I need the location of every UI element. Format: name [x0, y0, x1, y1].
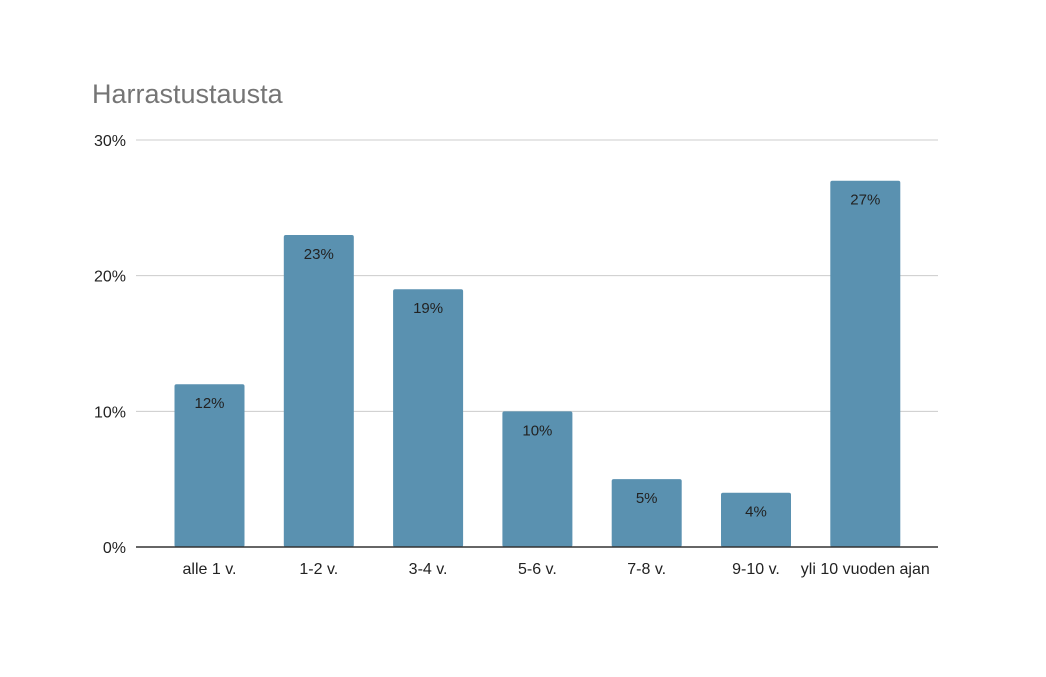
- data-label: 4%: [745, 504, 767, 521]
- chart-title: Harrastustausta: [92, 79, 284, 109]
- data-label: 5%: [636, 490, 658, 507]
- bar: [830, 180, 901, 547]
- bar: [611, 479, 682, 547]
- data-labels: 12% 23% 19% 10% 5% 4% 27%: [194, 192, 880, 521]
- y-tick-label: 30%: [94, 133, 126, 150]
- x-tick-label: yli 10 vuoden ajan: [801, 561, 930, 578]
- data-label: 19%: [413, 300, 443, 317]
- x-tick-label: 1-2 v.: [299, 561, 338, 578]
- x-tick-label: 5-6 v.: [518, 561, 557, 578]
- x-tick-label: 7-8 v.: [627, 561, 666, 578]
- bar: [502, 411, 573, 547]
- data-label: 12%: [194, 395, 224, 412]
- x-tick-label: alle 1 v.: [183, 561, 237, 578]
- y-tick-label: 20%: [94, 269, 126, 286]
- x-axis-ticks: alle 1 v. 1-2 v. 3-4 v. 5-6 v. 7-8 v. 9-10 v.…: [183, 561, 930, 578]
- data-label: 23%: [304, 246, 334, 263]
- data-label: 27%: [850, 192, 880, 209]
- bars: [174, 180, 901, 547]
- x-tick-label: 3-4 v.: [409, 561, 448, 578]
- data-label: 10%: [522, 422, 552, 439]
- y-tick-label: 0%: [103, 540, 126, 557]
- bar: [283, 234, 354, 547]
- gridlines: [136, 139, 938, 412]
- x-tick-label: 9-10 v.: [732, 561, 780, 578]
- bar: [721, 492, 791, 547]
- bar: [174, 384, 245, 547]
- bar: [393, 289, 464, 547]
- y-tick-label: 10%: [94, 404, 126, 421]
- y-axis-ticks: 0% 10% 20% 30%: [94, 133, 126, 557]
